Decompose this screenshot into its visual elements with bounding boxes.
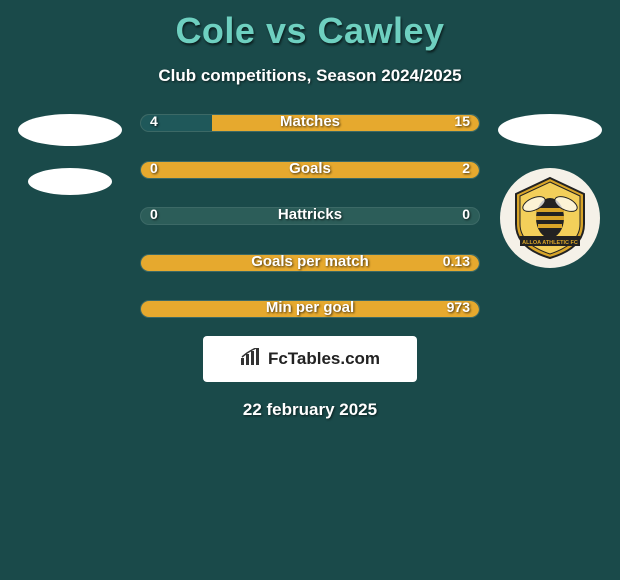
bar-fill-right: [212, 115, 479, 132]
bar-fill-left: [141, 115, 212, 132]
bar-chart-icon: [240, 348, 262, 371]
bar-track: [140, 254, 480, 272]
page-subtitle: Club competitions, Season 2024/2025: [158, 66, 461, 86]
snapshot-date: 22 february 2025: [243, 400, 377, 420]
comparison-bar-row: Goals per match0.13: [140, 254, 480, 272]
page-title: Cole vs Cawley: [175, 10, 444, 52]
right-avatar-column: ALLOA ATHLETIC FC: [480, 114, 620, 268]
left-club-crest: [28, 168, 112, 195]
brand-box[interactable]: FcTables.com: [203, 336, 417, 382]
comparison-bar-row: Min per goal973: [140, 300, 480, 318]
bar-track: [140, 300, 480, 318]
right-club-crest: ALLOA ATHLETIC FC: [500, 168, 600, 268]
right-player-avatar: [498, 114, 602, 146]
bar-track: [140, 161, 480, 179]
brand-text: FcTables.com: [268, 349, 380, 369]
bar-fill-right: [141, 162, 479, 179]
wasp-badge-icon: ALLOA ATHLETIC FC: [506, 174, 594, 262]
content-row: Matches415 Goals02 Hattricks00 Goals per ma…: [0, 114, 620, 318]
bar-fill-right: [141, 255, 479, 272]
left-player-avatar: [18, 114, 122, 146]
crest-text: ALLOA ATHLETIC FC: [522, 240, 578, 246]
bar-track: [140, 207, 480, 225]
comparison-bar-row: Hattricks00: [140, 207, 480, 225]
bar-track: [140, 114, 480, 132]
comparison-bar-row: Matches415: [140, 114, 480, 132]
left-avatar-column: [0, 114, 140, 195]
comparison-bars: Matches415 Goals02 Hattricks00 Goals per ma…: [140, 114, 480, 318]
comparison-infographic: Cole vs Cawley Club competitions, Season…: [0, 0, 620, 580]
bar-fill-right: [141, 301, 479, 318]
comparison-bar-row: Goals02: [140, 161, 480, 179]
